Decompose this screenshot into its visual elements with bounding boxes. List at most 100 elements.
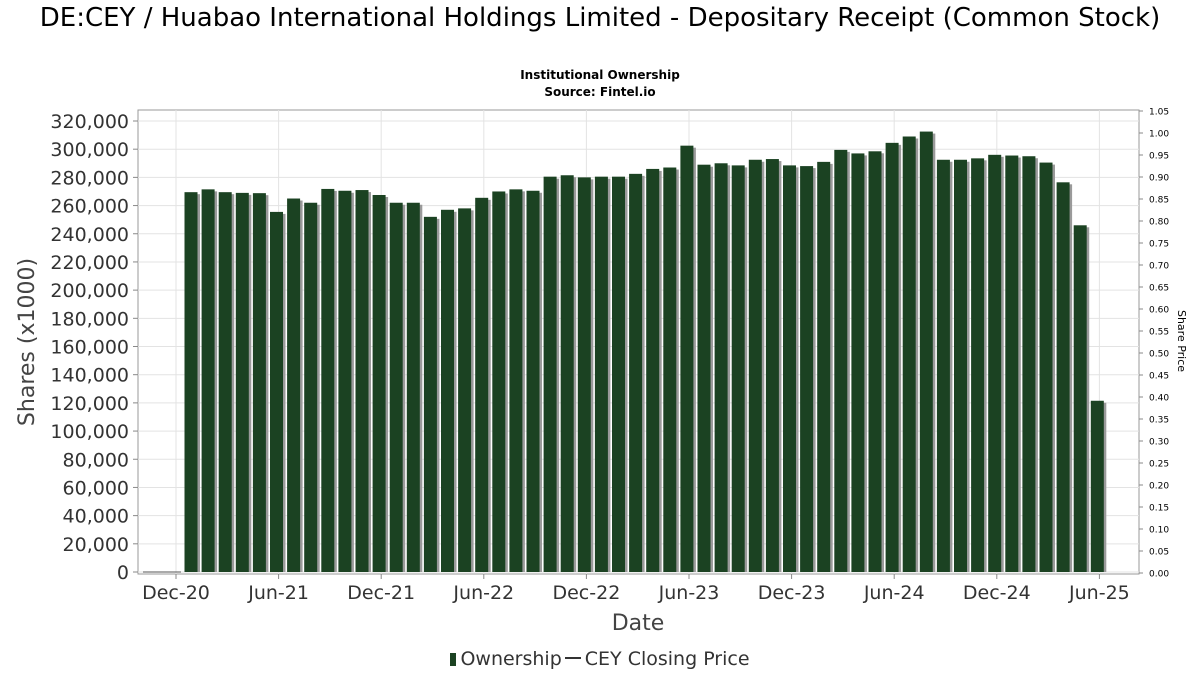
x-tick-label: Jun-22 xyxy=(452,582,514,604)
y2-tick-label: 0.00 xyxy=(1149,570,1169,580)
ownership-bar xyxy=(458,208,472,572)
y-tick-label: 0 xyxy=(117,562,129,584)
bars xyxy=(184,131,1107,573)
y-tick-label: 300,000 xyxy=(50,139,129,161)
y2-tick-label: 0.95 xyxy=(1149,152,1169,162)
x-tick-label: Jun-24 xyxy=(863,582,925,604)
y2-axis-ticks: 0.00 0.05 0.10 0.15 0.20 0.25 0.30 0.35 0.40 0.45… xyxy=(1139,108,1169,580)
ownership-bar xyxy=(919,131,933,572)
ownership-bar xyxy=(475,197,489,572)
ownership-bar xyxy=(577,177,591,572)
ownership-bar xyxy=(441,209,454,572)
y2-tick-label: 0.50 xyxy=(1149,350,1169,360)
ownership-bar xyxy=(321,188,335,572)
y-tick-label: 120,000 xyxy=(50,393,129,415)
y-tick-label: 140,000 xyxy=(50,365,129,387)
ownership-bar xyxy=(218,192,232,572)
legend-ownership-swatch xyxy=(450,653,457,666)
ownership-bar xyxy=(287,198,301,572)
x-tick-label: Dec-20 xyxy=(142,582,210,604)
ownership-bar xyxy=(372,194,386,572)
ownership-bar xyxy=(543,176,557,572)
x-tick-label: Jun-23 xyxy=(658,582,720,604)
ownership-bar xyxy=(304,202,318,572)
ownership-bar xyxy=(1039,162,1053,572)
y-tick-label: 40,000 xyxy=(63,506,129,528)
y-tick-label: 180,000 xyxy=(50,308,129,330)
x-tick-label: Dec-22 xyxy=(552,582,620,604)
y2-tick-label: 0.75 xyxy=(1149,240,1169,250)
ownership-bar xyxy=(714,163,728,572)
y2-tick-label: 0.90 xyxy=(1149,174,1169,184)
y2-tick-label: 1.00 xyxy=(1149,130,1169,140)
ownership-bar xyxy=(954,159,967,572)
y-tick-label: 220,000 xyxy=(50,252,129,274)
y2-tick-label: 0.30 xyxy=(1149,438,1169,448)
y-tick-label: 160,000 xyxy=(50,337,129,359)
y-tick-label: 60,000 xyxy=(63,477,129,499)
ownership-bar xyxy=(235,192,249,573)
ownership-bar xyxy=(629,173,643,572)
y-tick-label: 240,000 xyxy=(50,224,129,246)
y2-tick-label: 0.55 xyxy=(1149,328,1169,338)
y-tick-label: 280,000 xyxy=(50,167,129,189)
y2-tick-label: 0.20 xyxy=(1149,482,1169,492)
ownership-bar xyxy=(270,211,283,572)
ownership-bar xyxy=(594,176,608,572)
ownership-bar xyxy=(252,193,266,572)
x-axis-label: Date xyxy=(612,611,665,636)
ownership-bar xyxy=(800,166,814,572)
ownership-bar xyxy=(1056,182,1070,573)
x-tick-label: Dec-21 xyxy=(347,582,415,604)
legend-price-line xyxy=(564,657,581,659)
ownership-bar xyxy=(1090,400,1104,572)
chart-subtitle: Institutional Ownership xyxy=(520,68,680,82)
ownership-bar xyxy=(1073,225,1087,572)
y2-axis-label: Share Price xyxy=(1175,310,1188,372)
ownership-bar xyxy=(338,190,352,572)
y2-tick-label: 0.15 xyxy=(1149,504,1169,514)
ownership-bar xyxy=(492,191,506,572)
ownership-bar xyxy=(612,176,625,572)
y2-tick-label: 0.85 xyxy=(1149,196,1169,206)
y-axis-ticks: 0 20,000 40,000 60,000 80,000 100,000 120,000 1… xyxy=(50,111,138,584)
y2-tick-label: 0.40 xyxy=(1149,394,1169,404)
ownership-bar xyxy=(902,136,916,573)
ownership-bar xyxy=(936,159,950,572)
ownership-bar xyxy=(765,159,779,572)
y2-tick-label: 0.65 xyxy=(1149,284,1169,294)
chart-title: DE:CEY / Huabao International Holdings L… xyxy=(39,3,1161,33)
y-tick-label: 320,000 xyxy=(50,111,129,133)
ownership-bar xyxy=(355,190,369,572)
y-axis-label: Shares (x1000) xyxy=(15,258,40,426)
ownership-bar xyxy=(851,153,865,572)
ownership-bar xyxy=(817,161,831,572)
ownership-bar xyxy=(834,149,848,572)
ownership-bar xyxy=(868,151,882,572)
ownership-bar xyxy=(389,202,403,572)
y-tick-label: 200,000 xyxy=(50,280,129,302)
y-tick-label: 80,000 xyxy=(63,449,129,471)
x-axis-ticks: Dec-20 Jun-21 Dec-21 Jun-22 Dec-22 Jun-23 Dec-… xyxy=(142,574,1130,604)
ownership-bar xyxy=(697,164,711,573)
legend: Ownership CEY Closing Price xyxy=(0,648,1200,670)
y-tick-label: 260,000 xyxy=(50,196,129,218)
x-tick-label: Jun-25 xyxy=(1068,582,1130,604)
x-tick-label: Dec-23 xyxy=(758,582,826,604)
chart-source: Source: Fintel.io xyxy=(544,85,656,99)
y2-tick-label: 0.60 xyxy=(1149,306,1169,316)
y2-tick-label: 0.80 xyxy=(1149,218,1169,228)
ownership-bar xyxy=(646,168,660,572)
y2-tick-label: 1.05 xyxy=(1149,108,1169,118)
ownership-bar xyxy=(663,167,677,572)
y2-tick-label: 0.70 xyxy=(1149,262,1169,272)
y-tick-label: 100,000 xyxy=(50,421,129,443)
ownership-bar xyxy=(1022,156,1036,572)
ownership-bar xyxy=(748,159,762,572)
ownership-bar xyxy=(509,189,523,573)
ownership-bar xyxy=(680,145,694,572)
y2-tick-label: 0.35 xyxy=(1149,416,1169,426)
y2-tick-label: 0.10 xyxy=(1149,526,1169,536)
ownership-bar xyxy=(783,165,796,572)
ownership-bar xyxy=(201,189,215,573)
